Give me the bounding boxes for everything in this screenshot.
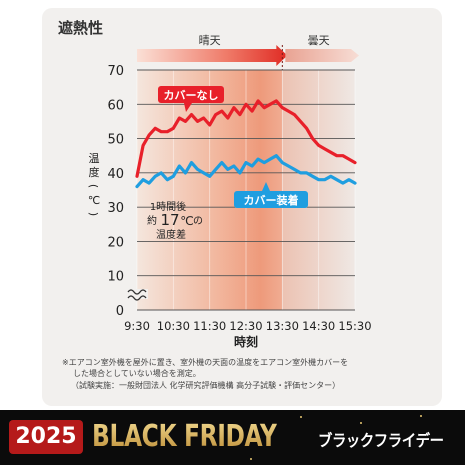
y-axis-title-char: ( (87, 184, 100, 188)
no-cover-label-box (158, 86, 224, 103)
y-axis-title-char: ℃ (88, 194, 100, 207)
note-line-1: ※エアコン室外機を屋外に置き、室外機の天面の温度をエアコン室外機カバーを (62, 358, 349, 367)
with-cover-label-box (234, 191, 308, 208)
x-tick-label: 12:30 (229, 319, 262, 333)
x-tick-label: 15:30 (338, 319, 371, 333)
sunny-label: 晴天 (199, 34, 221, 47)
y-tick-label: 20 (107, 235, 124, 250)
temperature-chart: 晴天 曇天 0 10 20 30 40 50 60 70 9:30 10:30 11:30 12:30 13… (87, 34, 372, 349)
sparkle-icon (360, 422, 362, 424)
year-badge: 2025 (9, 420, 83, 454)
y-tick-label: 60 (107, 98, 124, 113)
x-axis-title: 時刻 (234, 334, 258, 349)
y-tick-label: 50 (107, 133, 124, 148)
annotation-line: 1時間後 (150, 200, 186, 213)
y-tick-label: 0 (116, 304, 124, 319)
annotation-line: の (193, 216, 203, 227)
annotation-line: 温度差 (156, 228, 186, 241)
y-tick-label: 10 (107, 270, 124, 285)
x-tick-label: 13:30 (266, 319, 299, 333)
black-friday-banner[interactable]: 2025 BLACK FRIDAY ブラックフライデー (0, 410, 465, 465)
series-line-no-cover (135, 99, 357, 178)
y-tick-label: 40 (107, 167, 124, 182)
with-cover-label: カバー装着 (244, 193, 299, 207)
note-line-2: した場合としていない場合を測定。 (73, 369, 201, 378)
no-cover-label-pointer (184, 103, 192, 112)
x-tick-label: 10:30 (157, 319, 190, 333)
series-line-with-cover (135, 154, 357, 189)
annotation-value: 17 (160, 211, 179, 229)
x-tick-label: 11:30 (193, 319, 226, 333)
sparkle-icon (300, 416, 302, 418)
note-line-3: （試験実施：一般財団法人 化学研究評価機構 高分子試験・評価センター） (71, 381, 341, 390)
cloudy-label: 曇天 (308, 34, 330, 47)
annotation-line: 約 (147, 214, 157, 227)
y-tick-label: 30 (107, 201, 124, 216)
black-friday-jp: ブラックフライデー (318, 431, 444, 450)
axis-break-icon (127, 295, 147, 301)
sparkle-icon (420, 415, 422, 417)
x-tick-label: 9:30 (124, 319, 150, 333)
y-axis-title-char: 度 (89, 165, 100, 179)
y-tick-label: 70 (107, 64, 124, 79)
annotation-unit: ℃ (180, 214, 193, 228)
sunny-arrow (137, 45, 288, 66)
with-cover-label-pointer (262, 182, 270, 191)
y-axis-title-char: ) (87, 212, 100, 216)
x-tick-label: 14:30 (302, 319, 335, 333)
black-friday-title: BLACK FRIDAY (92, 419, 277, 454)
section-title: 遮熱性 (58, 19, 104, 37)
axis-break-icon (127, 289, 147, 295)
no-cover-label: カバーなし (164, 89, 219, 102)
y-axis-title-char: 温 (89, 152, 100, 165)
cloudy-arrow (285, 49, 359, 62)
sparkle-icon (250, 458, 252, 460)
